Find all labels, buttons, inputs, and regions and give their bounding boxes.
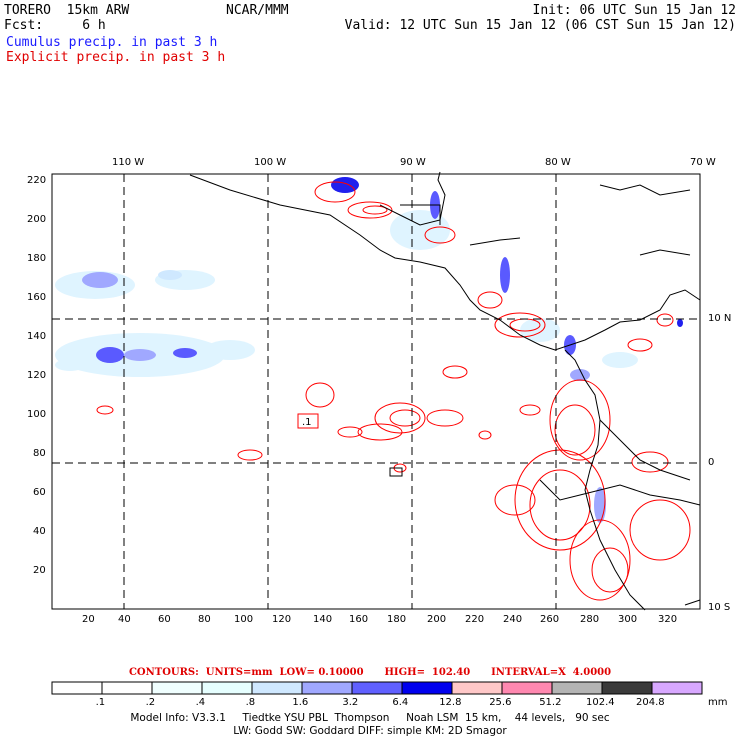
lon-label: 110 W	[112, 157, 145, 168]
init-time: Init: 06 UTC Sun 15 Jan 12	[532, 3, 737, 18]
lat-label: 0	[708, 457, 715, 468]
x-tick: 80	[198, 614, 211, 625]
y-tick: 40	[33, 526, 46, 537]
coastlines	[189, 171, 701, 611]
x-tick: 240	[503, 614, 523, 625]
colorbar-cell	[451, 681, 503, 695]
lat-label: 10 N	[708, 313, 732, 324]
lat-lon-grid	[52, 174, 700, 609]
x-tick: 320	[658, 614, 678, 625]
y-tick: 120	[27, 370, 47, 381]
colorbar-cell	[201, 681, 253, 695]
y-tick: 80	[33, 448, 46, 459]
lon-label: 100 W	[254, 157, 287, 168]
colorbar-cell	[301, 681, 353, 695]
lon-label: 80 W	[545, 157, 571, 168]
x-tick: 220	[465, 614, 485, 625]
colorbar-label: .1	[95, 697, 106, 708]
colorbar-label: 12.8	[439, 697, 462, 708]
x-tick: 180	[387, 614, 407, 625]
y-tick: 220	[27, 175, 47, 186]
colorbar-cell	[551, 681, 603, 695]
x-tick: 40	[118, 614, 131, 625]
colorbar-label: 204.8	[636, 697, 665, 708]
contour-info: CONTOURS: UNITS=mm LOW= 0.10000 HIGH= 10…	[128, 667, 612, 678]
x-tick: 140	[313, 614, 333, 625]
x-tick: 160	[349, 614, 369, 625]
colorbar-label: 1.6	[292, 697, 309, 708]
annotation-label: .1	[302, 417, 312, 428]
forecast-hour: Fcst: 6 h	[4, 18, 106, 33]
model-info-line1: Model Info: V3.3.1 Tiedtke YSU PBL Thomp…	[130, 712, 610, 724]
colorbar-label: 102.4	[586, 697, 615, 708]
field-cumulus-title: Cumulus precip. in past 3 h	[6, 35, 218, 50]
y-tick: 100	[27, 409, 47, 420]
x-tick: 200	[427, 614, 447, 625]
model-info-line2: LW: Godd SW: Goddard DIFF: simple KM: 2D…	[233, 725, 507, 737]
lon-label: 70 W	[690, 157, 716, 168]
x-tick: 280	[580, 614, 600, 625]
colorbar-cell	[251, 681, 303, 695]
y-tick: 160	[27, 292, 47, 303]
map-frame	[51, 173, 701, 610]
y-tick: 140	[27, 331, 47, 342]
field-explicit-title: Explicit precip. in past 3 h	[6, 50, 226, 65]
colorbar-label: .2	[145, 697, 156, 708]
organization: NCAR/MMM	[226, 3, 289, 18]
explicit-precip-contours	[96, 181, 691, 601]
colorbar-label: .4	[195, 697, 206, 708]
x-tick: 260	[540, 614, 560, 625]
cumulus-precip	[82, 177, 683, 523]
colorbar-cell	[101, 681, 153, 695]
y-tick: 60	[33, 487, 46, 498]
y-tick: 180	[27, 253, 47, 264]
colorbar-label: 6.4	[392, 697, 409, 708]
colorbar-cell	[401, 681, 453, 695]
colorbar-cell	[601, 681, 653, 695]
model-name: TORERO 15km ARW	[4, 3, 130, 18]
colorbar-label: 25.6	[489, 697, 512, 708]
x-tick: 60	[158, 614, 171, 625]
x-tick: 120	[272, 614, 292, 625]
valid-time: Valid: 12 UTC Sun 15 Jan 12 (06 CST Sun …	[344, 18, 736, 33]
colorbar-label: 3.2	[342, 697, 359, 708]
colorbar-cell	[501, 681, 553, 695]
y-tick: 20	[33, 565, 46, 576]
lon-label: 90 W	[400, 157, 426, 168]
lat-label: 10 S	[708, 602, 731, 613]
colorbar-cell	[51, 681, 103, 695]
colorbar-cell	[351, 681, 403, 695]
x-tick: 100	[234, 614, 254, 625]
y-tick: 200	[27, 214, 47, 225]
colorbar-cell	[151, 681, 203, 695]
annotation-box	[297, 413, 319, 429]
colorbar-label: .8	[245, 697, 256, 708]
colorbar-unit: mm	[708, 697, 728, 708]
x-tick: 300	[618, 614, 638, 625]
colorbar-label: 51.2	[539, 697, 562, 708]
x-tick: 20	[82, 614, 95, 625]
colorbar-cell	[651, 681, 703, 695]
colorbar	[51, 681, 703, 695]
